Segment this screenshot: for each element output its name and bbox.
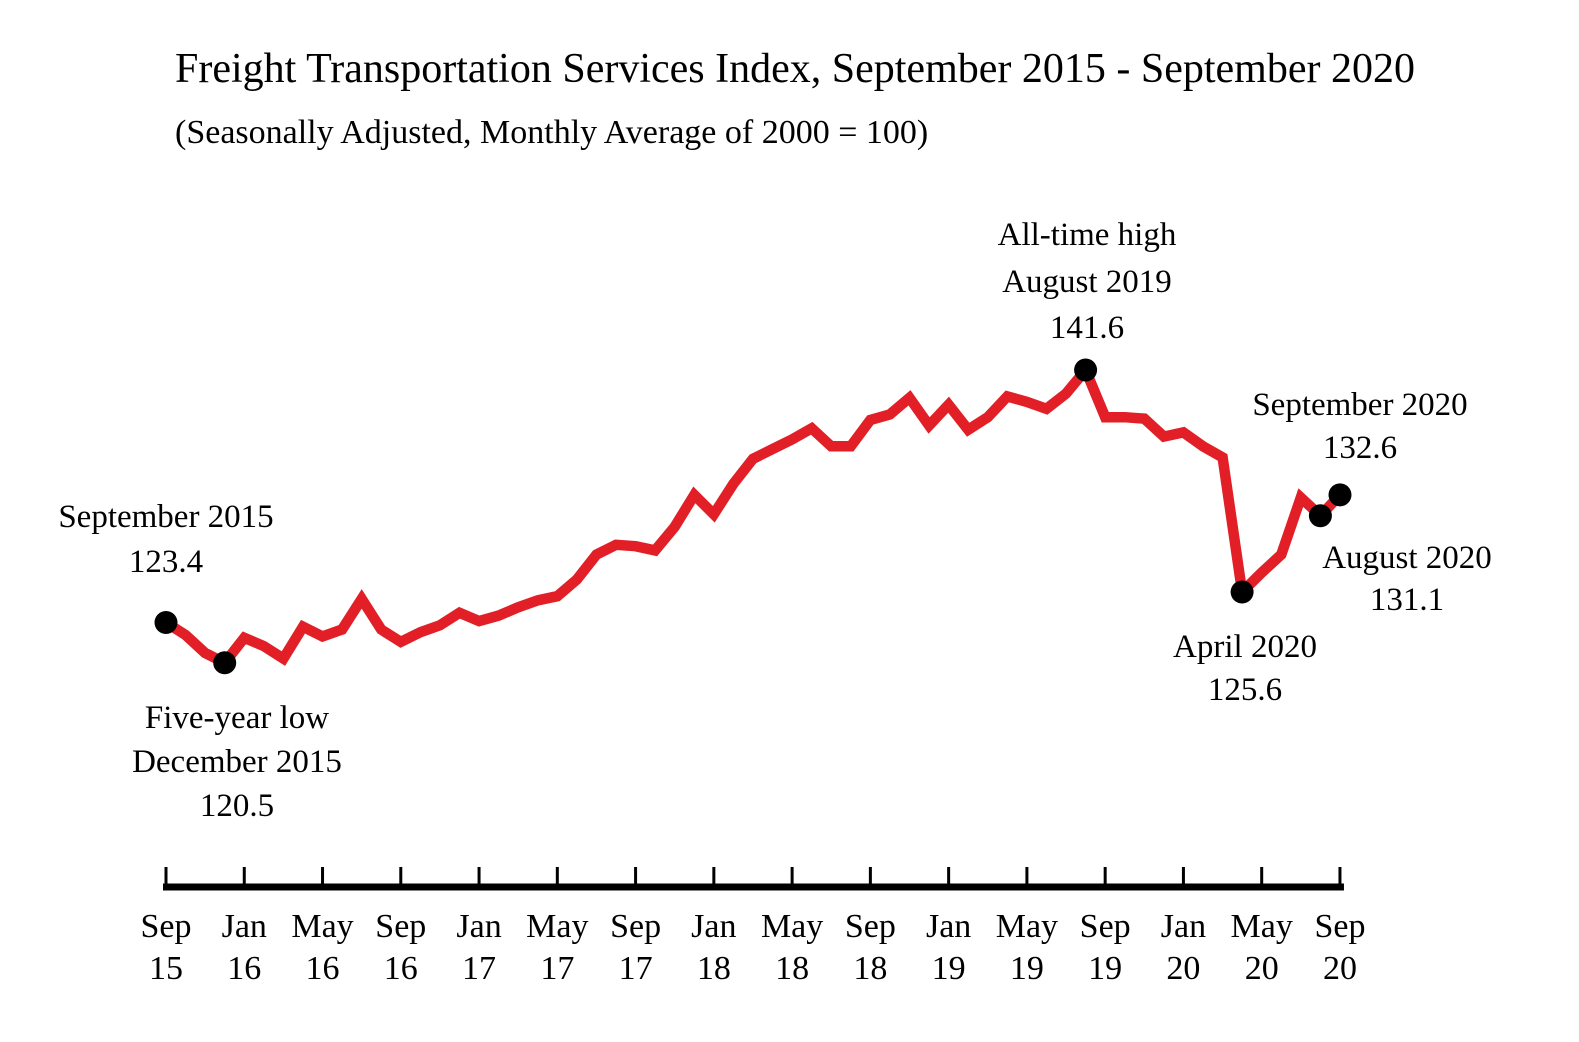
annotation-value: 132.6 — [1323, 430, 1397, 466]
x-tick-year: 15 — [149, 950, 183, 987]
x-tick-year: 16 — [384, 950, 418, 987]
data-point-markers — [154, 358, 1352, 675]
annotation-value: 131.1 — [1370, 582, 1444, 618]
x-axis-tick-labels: Sep 15 Jan 16 May 16 Sep 16 Jan 17 May 17 Sep 17 Jan 18… — [141, 908, 1366, 987]
chart-subtitle: (Seasonally Adjusted, Monthly Average of… — [175, 114, 928, 151]
data-point-marker — [1074, 358, 1098, 382]
annotation-line: August 2020 — [1322, 540, 1492, 576]
x-tick-year: 19 — [1088, 950, 1122, 987]
x-tick-year: 20 — [1166, 950, 1200, 987]
x-tick-year: 18 — [697, 950, 731, 987]
data-point-marker — [1308, 504, 1332, 528]
annotation-value: 141.6 — [1050, 310, 1124, 346]
annotation-value: 120.5 — [200, 788, 274, 824]
data-point-marker — [1230, 580, 1254, 604]
annotation-all-time-high: All-time high August 2019 141.6 — [998, 217, 1177, 346]
x-tick-month: May — [996, 908, 1058, 945]
x-tick-month: Sep — [375, 908, 426, 945]
x-tick-month: May — [291, 908, 353, 945]
x-tick-year: 19 — [932, 950, 966, 987]
x-tick-month: Jan — [1161, 908, 1206, 945]
data-point-marker — [1328, 483, 1352, 507]
annotation-april-2020: April 2020 125.6 — [1173, 629, 1317, 708]
x-tick-year: 20 — [1245, 950, 1279, 987]
annotation-line: September 2015 — [58, 499, 273, 535]
x-tick-month: Jan — [926, 908, 971, 945]
annotation-line: December 2015 — [132, 744, 342, 780]
x-tick-year: 20 — [1323, 950, 1357, 987]
x-tick-year: 17 — [619, 950, 653, 987]
annotation-five-year-low: Five-year low December 2015 120.5 — [132, 700, 342, 824]
x-tick-month: Sep — [141, 908, 192, 945]
x-tick-year: 16 — [306, 950, 340, 987]
x-tick-month: Jan — [456, 908, 501, 945]
annotation-september-2020: September 2020 132.6 — [1252, 387, 1467, 466]
x-tick-year: 18 — [853, 950, 887, 987]
chart-title: Freight Transportation Services Index, S… — [175, 46, 1415, 92]
x-tick-month: May — [1231, 908, 1293, 945]
annotation-line: August 2019 — [1002, 264, 1172, 300]
data-point-marker — [154, 611, 178, 634]
x-tick-year: 17 — [462, 950, 496, 987]
x-tick-month: Sep — [1080, 908, 1131, 945]
x-tick-month: May — [526, 908, 588, 945]
annotation-line: All-time high — [998, 217, 1177, 253]
x-tick-month: Jan — [691, 908, 736, 945]
x-tick-year: 19 — [1010, 950, 1044, 987]
annotation-august-2020: August 2020 131.1 — [1322, 540, 1492, 618]
data-point-marker — [213, 651, 237, 675]
x-tick-month: Sep — [610, 908, 661, 945]
annotation-value: 123.4 — [129, 544, 203, 580]
annotation-line: September 2020 — [1252, 387, 1467, 423]
x-tick-month: May — [761, 908, 823, 945]
x-tick-year: 16 — [227, 950, 261, 987]
x-tick-month: Jan — [222, 908, 267, 945]
annotation-value: 125.6 — [1208, 672, 1282, 708]
x-axis — [163, 867, 1344, 891]
x-tick-month: Sep — [845, 908, 896, 945]
annotation-line: April 2020 — [1173, 629, 1317, 665]
annotation-september-2015: September 2015 123.4 — [58, 499, 273, 580]
x-tick-month: Sep — [1314, 908, 1365, 945]
tsi-line-series — [163, 359, 1344, 670]
x-tick-year: 17 — [540, 950, 574, 987]
annotation-line: Five-year low — [145, 700, 329, 736]
x-tick-year: 18 — [775, 950, 809, 987]
